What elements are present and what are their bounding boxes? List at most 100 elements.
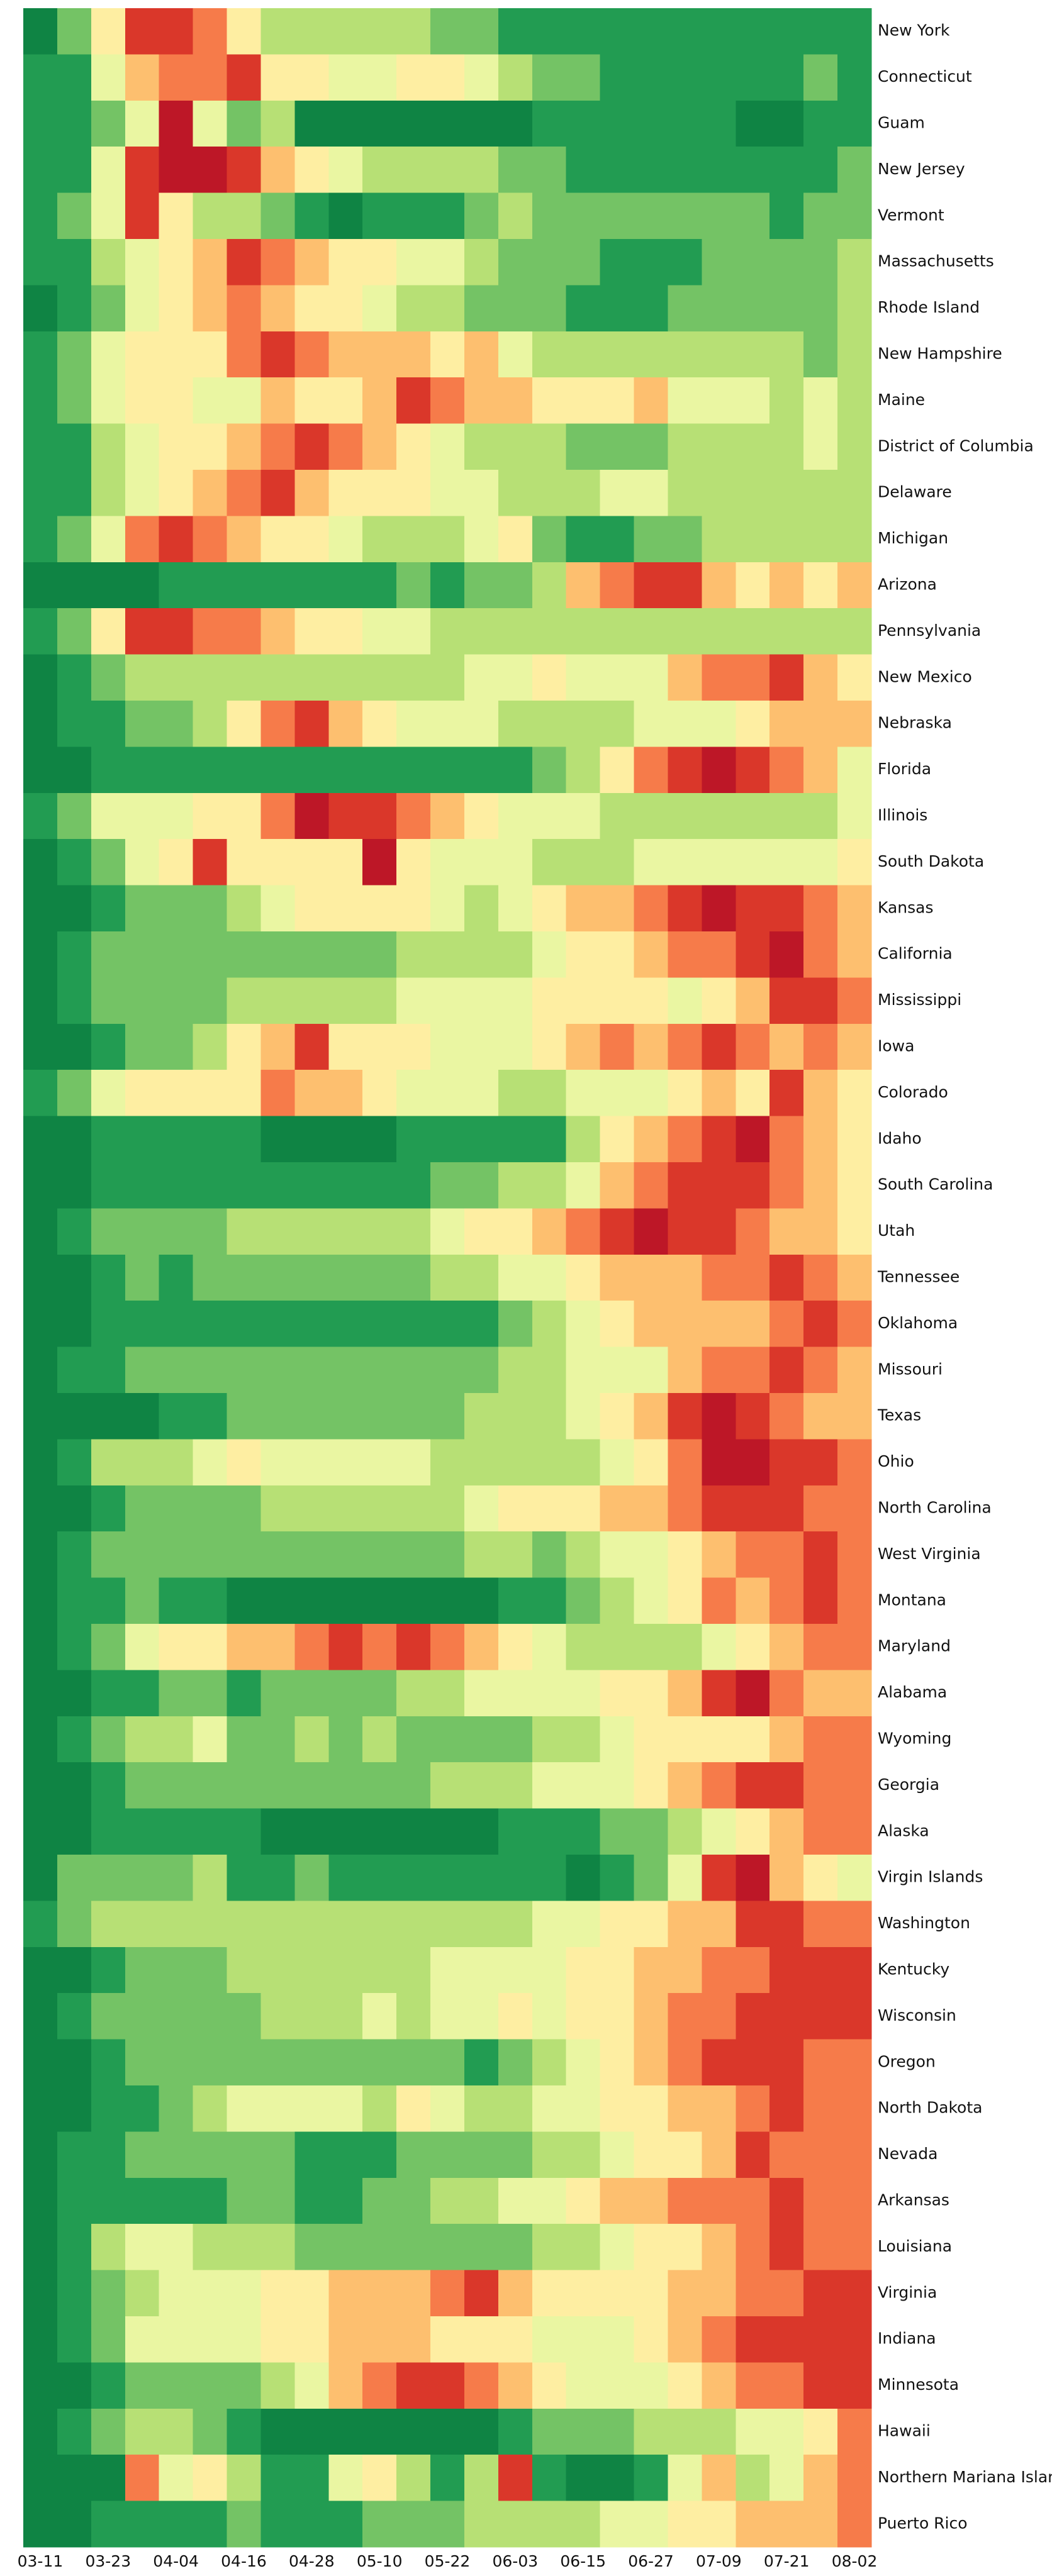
heatmap-cell: [566, 2455, 601, 2502]
heatmap-cell: [362, 285, 397, 332]
heatmap-cell: [159, 1070, 194, 1117]
heatmap-cell: [159, 470, 194, 516]
heatmap-cell: [23, 2224, 58, 2271]
heatmap-cell: [566, 2085, 601, 2132]
heatmap-cell: [396, 1946, 431, 1994]
heatmap-cell: [328, 1946, 363, 1994]
heatmap-cell: [193, 516, 228, 563]
heatmap-cell: [566, 1716, 601, 1763]
heatmap-cell: [23, 516, 58, 563]
heatmap-cell: [57, 8, 92, 55]
heatmap-cell: [260, 1670, 295, 1717]
heatmap-cell: [227, 2501, 262, 2548]
heatmap-cell: [430, 1346, 465, 1394]
heatmap-cell: [57, 1577, 92, 1624]
heatmap-cell: [193, 1577, 228, 1624]
heatmap-cell: [736, 2131, 770, 2179]
heatmap-cell: [57, 1162, 92, 1209]
heatmap-cell: [566, 1762, 601, 1809]
heatmap-cell: [91, 2177, 126, 2224]
heatmap-cell: [634, 2455, 669, 2502]
heatmap-cell: [57, 701, 92, 747]
heatmap-cell: [294, 1393, 329, 1440]
heatmap-cell: [600, 654, 635, 701]
heatmap-cell: [328, 1855, 363, 1901]
heatmap-cell: [566, 1993, 601, 2040]
heatmap-cell: [532, 1254, 567, 1301]
heatmap-cell: [464, 1670, 499, 1717]
heatmap-cell: [125, 747, 160, 794]
heatmap-cell: [464, 100, 499, 147]
heatmap-cell: [837, 1485, 872, 1532]
heatmap-cell: [736, 654, 770, 701]
heatmap-cell: [532, 239, 567, 286]
heatmap-cell: [23, 1946, 58, 1994]
heatmap-cell: [600, 1301, 635, 1348]
heatmap-cell: [464, 2039, 499, 2086]
heatmap-cell: [396, 1993, 431, 2040]
heatmap-cell: [430, 701, 465, 747]
heatmap-cell: [125, 1901, 160, 1948]
heatmap-cell: [498, 792, 533, 840]
heatmap-cell: [803, 516, 838, 563]
heatmap-cell: [57, 470, 92, 516]
heatmap-cell: [260, 1070, 295, 1117]
heatmap-cell: [328, 1624, 363, 1670]
heatmap-cell: [328, 1301, 363, 1348]
heatmap-cell: [837, 331, 872, 378]
heatmap-cell: [362, 654, 397, 701]
heatmap-cell: [464, 1254, 499, 1301]
heatmap-cell: [769, 423, 804, 470]
heatmap-cell: [803, 1855, 838, 1901]
heatmap-cell: [532, 747, 567, 794]
heatmap-cell: [23, 377, 58, 425]
heatmap-cell: [702, 8, 736, 55]
heatmap-cell: [260, 331, 295, 378]
heatmap-cell: [328, 2085, 363, 2132]
heatmap-cell: [498, 1254, 533, 1301]
heatmap-cell: [837, 2501, 872, 2548]
heatmap-cell: [803, 377, 838, 425]
heatmap-cell: [362, 2270, 397, 2317]
heatmap-cell: [498, 1485, 533, 1532]
heatmap-cell: [193, 2270, 228, 2317]
heatmap-cell: [464, 1624, 499, 1670]
heatmap-cell: [125, 1716, 160, 1763]
heatmap-cell: [464, 377, 499, 425]
heatmap-cell: [566, 54, 601, 101]
heatmap-cell: [328, 2455, 363, 2502]
heatmap-cell: [57, 2224, 92, 2271]
heatmap-cell: [600, 2085, 635, 2132]
heatmap-cell: [193, 1485, 228, 1532]
heatmap-cell: [125, 239, 160, 286]
heatmap-cell: [193, 839, 228, 886]
heatmap-cell: [600, 285, 635, 332]
heatmap-cell: [260, 1901, 295, 1948]
heatmap-cell: [769, 792, 804, 840]
heatmap-cell: [159, 654, 194, 701]
heatmap-cell: [769, 1439, 804, 1486]
heatmap-cell: [532, 1993, 567, 2040]
heatmap-cell: [362, 1901, 397, 1948]
heatmap-cell: [328, 1023, 363, 1070]
heatmap-cell: [702, 331, 736, 378]
heatmap-cell: [23, 1346, 58, 1394]
heatmap-cell: [260, 792, 295, 840]
heatmap-cell: [736, 54, 770, 101]
heatmap-cell: [430, 2039, 465, 2086]
heatmap-cell: [430, 147, 465, 194]
heatmap-cell: [227, 1716, 262, 1763]
y-tick-label: Alabama: [878, 1683, 947, 1701]
heatmap-cell: [227, 2085, 262, 2132]
heatmap-cell: [600, 54, 635, 101]
heatmap-cell: [498, 1716, 533, 1763]
heatmap-cell: [57, 1855, 92, 1901]
heatmap-cell: [430, 1855, 465, 1901]
heatmap-cell: [23, 1301, 58, 1348]
heatmap-cell: [227, 100, 262, 147]
heatmap-cell: [396, 654, 431, 701]
heatmap-cell: [159, 931, 194, 978]
heatmap-cell: [159, 1254, 194, 1301]
heatmap-cell: [803, 1716, 838, 1763]
heatmap-cell: [23, 1162, 58, 1209]
